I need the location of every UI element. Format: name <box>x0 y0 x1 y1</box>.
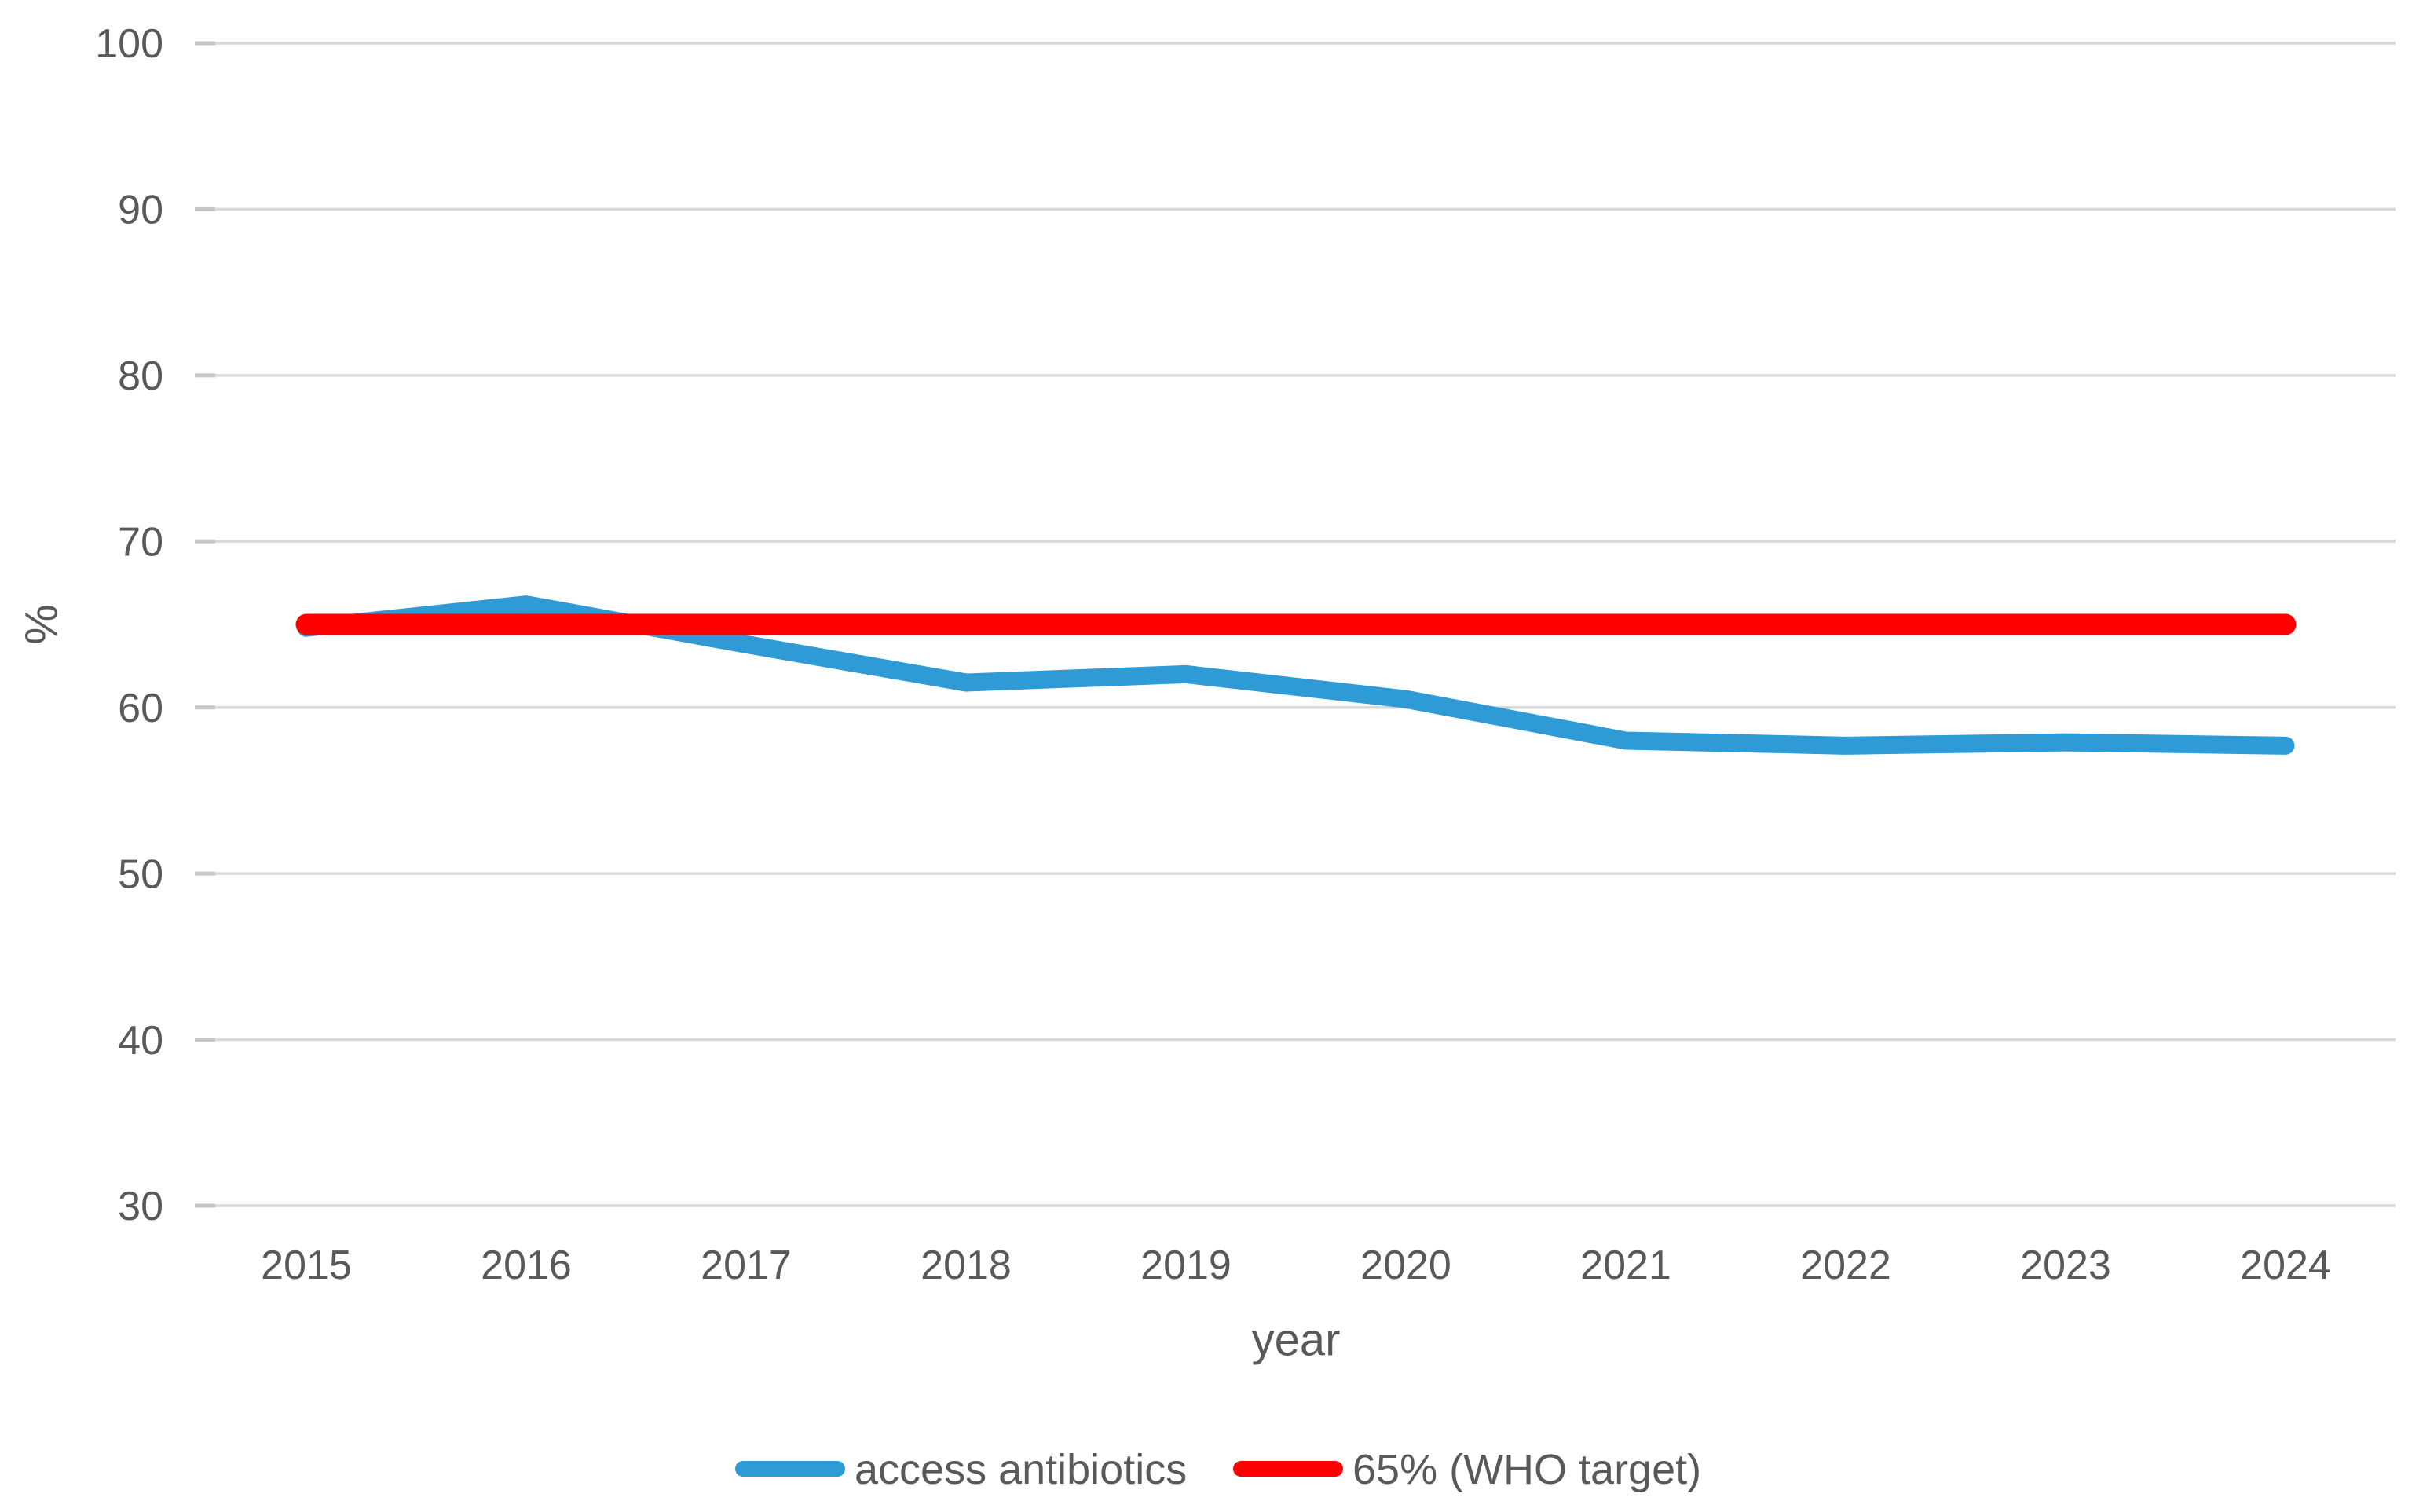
x-tick-label: 2017 <box>701 1243 792 1288</box>
x-tick-label: 2019 <box>1140 1243 1232 1288</box>
y-axis-title: % <box>16 604 67 645</box>
x-tick-label: 2021 <box>1580 1243 1671 1288</box>
y-tick-label: 30 <box>118 1184 163 1229</box>
gridlines-group <box>195 41 2396 1208</box>
x-tick-label: 2020 <box>1360 1243 1451 1288</box>
who-target-legend-label: 65% (WHO target) <box>1352 1446 1701 1493</box>
x-axis-tick-labels: 2015 2016 2017 2018 2019 2020 2021 2022 2023 2024 <box>261 1243 2331 1288</box>
x-tick-label: 2016 <box>481 1243 572 1288</box>
y-tick-label: 60 <box>118 686 163 731</box>
y-tick-label: 90 <box>118 188 163 233</box>
access-antibiotics-legend-label: access antibiotics <box>855 1446 1187 1493</box>
y-tick-label: 80 <box>118 353 163 399</box>
y-tick-label: 100 <box>95 21 163 67</box>
y-tick-label: 50 <box>118 851 163 897</box>
x-tick-label: 2024 <box>2240 1243 2331 1288</box>
y-tick-label: 40 <box>118 1018 163 1064</box>
x-tick-label: 2023 <box>2020 1243 2111 1288</box>
legend: access antibiotics 65% (WHO target) <box>735 1446 1701 1493</box>
y-axis-tick-labels: 100 90 80 70 60 50 40 30 <box>95 21 163 1229</box>
x-tick-label: 2018 <box>921 1243 1012 1288</box>
y-tick-label: 70 <box>118 519 163 565</box>
x-axis-title: year <box>1252 1314 1341 1365</box>
x-tick-label: 2022 <box>1800 1243 1891 1288</box>
x-tick-label: 2015 <box>261 1243 352 1288</box>
